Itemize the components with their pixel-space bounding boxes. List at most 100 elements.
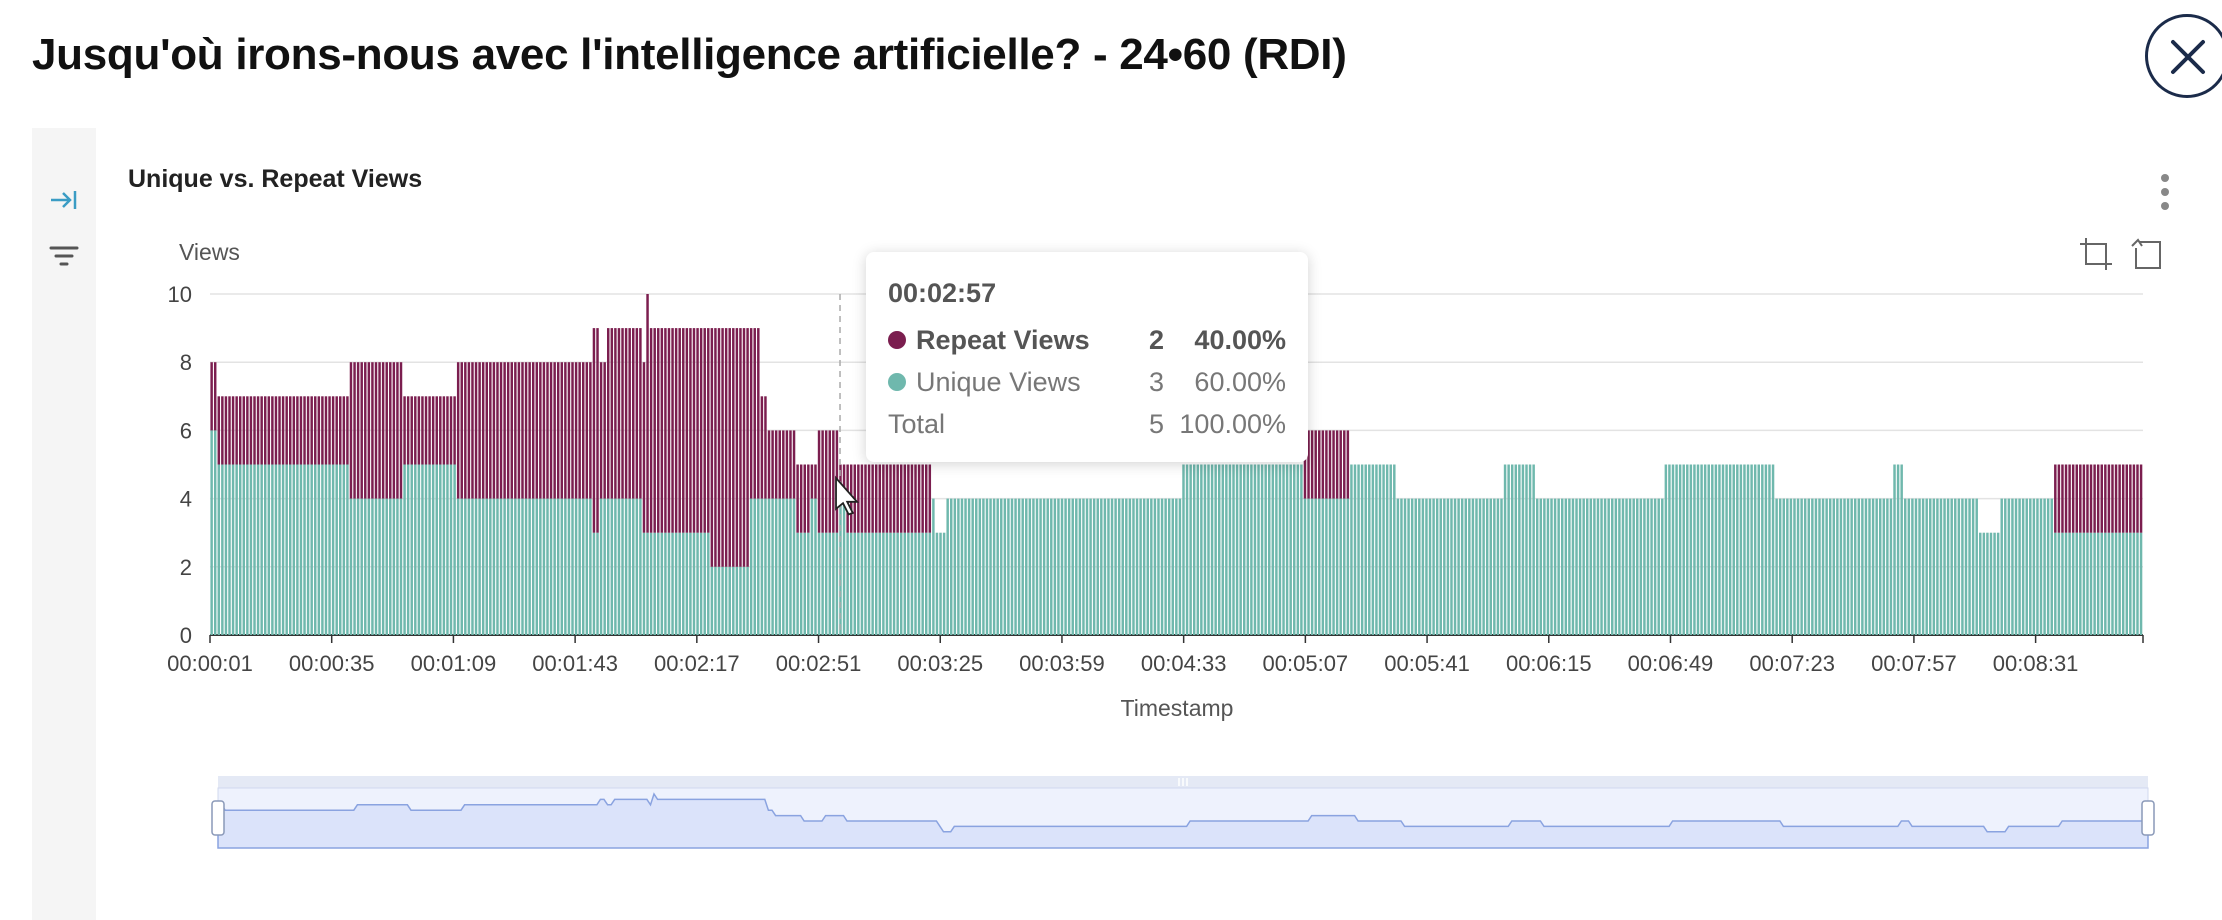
- bar-unique: [682, 532, 685, 635]
- filter-icon[interactable]: [48, 240, 80, 272]
- bar-repeat: [714, 328, 717, 567]
- bar-unique: [807, 532, 810, 635]
- zoom-reset-icon[interactable]: [2130, 236, 2166, 272]
- bar-unique: [685, 532, 689, 635]
- bar-unique: [985, 498, 989, 635]
- bar-unique: [1278, 464, 1282, 635]
- bar-unique: [1968, 498, 1971, 635]
- bar-unique: [1146, 498, 1150, 635]
- bar-unique: [674, 532, 678, 635]
- bar-repeat: [510, 362, 514, 499]
- x-tick-label: 00:07:57: [1871, 651, 1957, 676]
- bar-repeat: [746, 328, 749, 567]
- bar-unique: [1636, 498, 1639, 635]
- bar-repeat: [796, 464, 799, 533]
- bar-repeat: [410, 396, 413, 465]
- bar-repeat: [2114, 464, 2118, 533]
- bar-unique: [399, 498, 403, 635]
- bar-unique: [1178, 498, 1182, 635]
- bar-unique: [1911, 498, 1914, 635]
- zoom-handle-right[interactable]: [2141, 800, 2155, 836]
- bar-repeat: [299, 396, 303, 465]
- repeat-dot-icon: [888, 331, 906, 349]
- bar-repeat: [2057, 464, 2061, 533]
- bar-unique: [503, 498, 506, 635]
- bar-unique: [996, 498, 999, 635]
- bar-repeat: [535, 362, 539, 499]
- bar-repeat: [406, 396, 410, 465]
- bar-unique: [1736, 464, 1739, 635]
- bar-unique: [549, 498, 553, 635]
- bar-unique: [1407, 498, 1410, 635]
- bar-unique: [1746, 464, 1750, 635]
- bar-unique: [1200, 464, 1203, 635]
- bar-unique: [1300, 464, 1303, 635]
- bar-unique: [1382, 464, 1385, 635]
- bar-unique: [1000, 498, 1003, 635]
- bar-unique: [1832, 498, 1836, 635]
- bar-unique: [1039, 498, 1042, 635]
- bar-unique: [1185, 464, 1189, 635]
- bar-repeat: [1307, 430, 1310, 499]
- bar-unique: [785, 498, 789, 635]
- x-tick-label: 00:04:33: [1141, 651, 1227, 676]
- bar-unique: [1135, 498, 1139, 635]
- bar-unique: [1836, 498, 1839, 635]
- bar-unique: [224, 464, 228, 635]
- data-zoom-icon[interactable]: [2078, 236, 2114, 272]
- bar-unique: [514, 498, 517, 635]
- bar-unique: [746, 566, 749, 635]
- bar-unique: [524, 498, 528, 635]
- bar-unique: [892, 532, 896, 635]
- bar-unique: [1853, 498, 1857, 635]
- bar-unique: [2107, 532, 2111, 635]
- tooltip-total-name: Total: [888, 408, 946, 439]
- bar-unique: [1067, 498, 1071, 635]
- bar-unique: [2114, 532, 2118, 635]
- bar-repeat: [581, 362, 585, 499]
- bar-unique: [1228, 464, 1232, 635]
- bar-unique: [1293, 464, 1296, 635]
- bar-repeat: [496, 362, 499, 499]
- bar-unique: [2057, 532, 2061, 635]
- bar-repeat: [878, 464, 882, 533]
- bar-repeat: [617, 328, 621, 499]
- bar-unique: [792, 498, 796, 635]
- zoom-handle-left[interactable]: [211, 800, 225, 836]
- close-button[interactable]: [2145, 14, 2222, 98]
- bar-unique: [210, 430, 213, 635]
- bar-unique: [1843, 498, 1846, 635]
- bar-repeat: [489, 362, 492, 499]
- bar-unique: [1800, 498, 1803, 635]
- bar-unique: [1653, 498, 1657, 635]
- bar-repeat: [2100, 464, 2103, 533]
- bar-repeat: [710, 328, 714, 567]
- bar-unique: [935, 532, 939, 635]
- bar-unique: [285, 464, 288, 635]
- bar-unique: [1053, 498, 1057, 635]
- bar-unique: [735, 566, 739, 635]
- bar-unique: [1296, 464, 1300, 635]
- bar-unique: [1332, 498, 1335, 635]
- bar-unique: [846, 532, 849, 635]
- bar-unique: [1525, 464, 1528, 635]
- bar-unique: [1560, 498, 1564, 635]
- bar-unique: [492, 498, 496, 635]
- bar-unique: [256, 464, 260, 635]
- bar-unique: [231, 464, 235, 635]
- bar-unique: [1739, 464, 1743, 635]
- bar-unique: [910, 532, 914, 635]
- bar-unique: [2093, 532, 2096, 635]
- bar-unique: [1907, 498, 1911, 635]
- bar-repeat: [514, 362, 517, 499]
- collapse-right-icon[interactable]: [48, 184, 80, 216]
- bar-unique: [571, 498, 574, 635]
- bar-unique: [439, 464, 442, 635]
- bar-repeat: [310, 396, 313, 465]
- bar-unique: [1285, 464, 1289, 635]
- kebab-menu-icon[interactable]: [2155, 172, 2175, 216]
- bar-unique: [1500, 498, 1503, 635]
- bar-unique: [278, 464, 281, 635]
- bar-unique: [817, 532, 821, 635]
- bar-repeat: [342, 396, 346, 465]
